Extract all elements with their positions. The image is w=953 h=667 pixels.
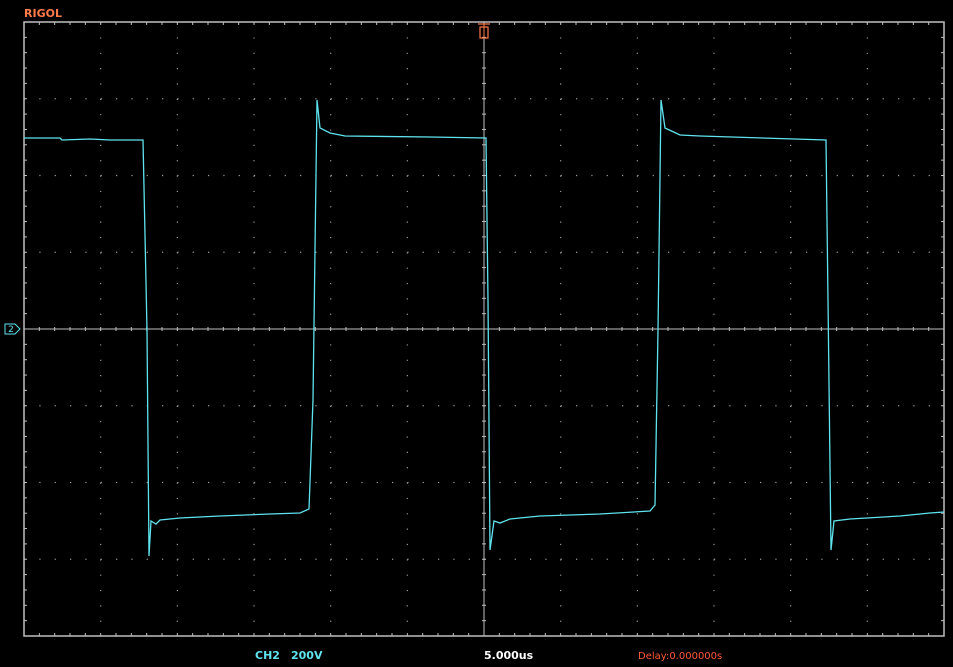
delay: Delay:0.000000s bbox=[638, 651, 722, 662]
timebase: 5.000us bbox=[484, 649, 534, 662]
waveform-trace bbox=[24, 99, 945, 557]
channel-scale: 200V bbox=[291, 649, 323, 662]
channel-label: CH2 bbox=[255, 649, 280, 662]
channel-ground-marker: 2 bbox=[4, 323, 21, 335]
channel-marker-label: 2 bbox=[8, 325, 14, 335]
trigger-position-marker bbox=[478, 23, 490, 39]
brand-label: RIGOL bbox=[24, 7, 62, 20]
